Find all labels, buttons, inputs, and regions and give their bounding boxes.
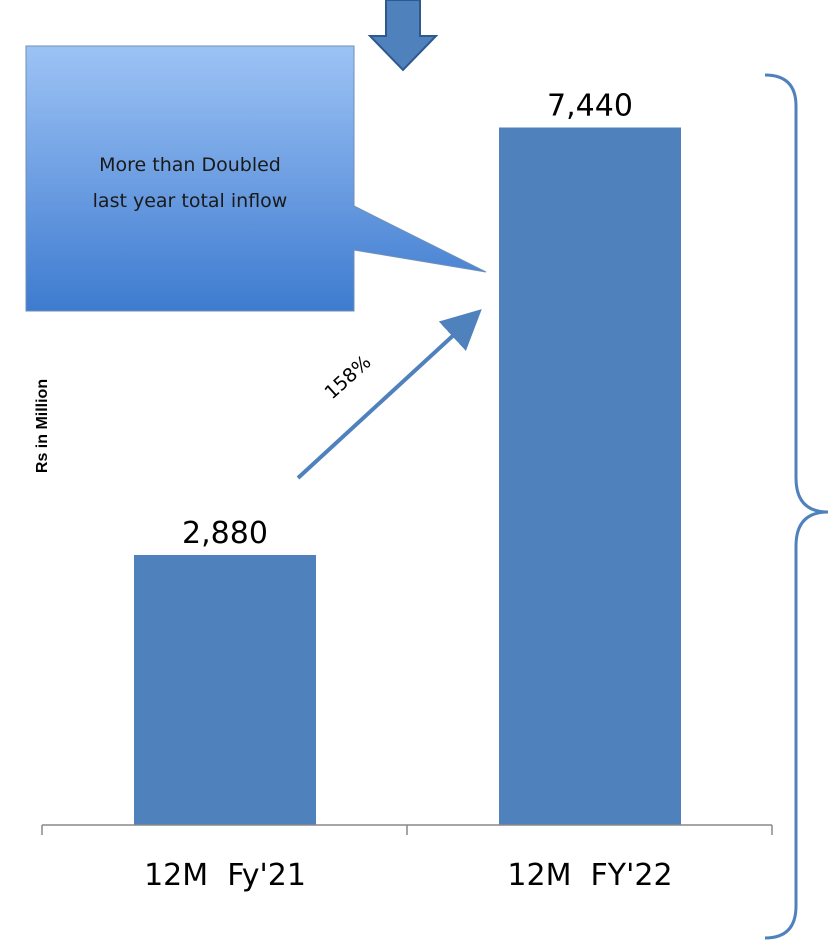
bar-fy22 bbox=[499, 127, 681, 825]
callout: More than Doubled last year total inflow bbox=[25, 45, 487, 312]
callout-text-line1: More than Doubled bbox=[99, 154, 281, 176]
bar-fy21 bbox=[134, 555, 316, 825]
down-arrow-icon bbox=[367, 0, 439, 72]
y-axis-label: Rs in Million bbox=[34, 379, 51, 473]
right-brace bbox=[764, 73, 829, 940]
callout-shape bbox=[25, 45, 487, 312]
x-tick-label-fy21: 12M Fy'21 bbox=[144, 858, 306, 893]
bar-value-label-fy22: 7,440 bbox=[547, 89, 633, 124]
callout-text-line2: last year total inflow bbox=[93, 190, 288, 212]
bars bbox=[134, 127, 681, 825]
bar-value-label-fy21: 2,880 bbox=[182, 516, 268, 551]
growth-percentage-label: 158% bbox=[320, 351, 375, 404]
x-tick-label-fy22: 12M FY'22 bbox=[507, 858, 672, 893]
growth-arrow bbox=[296, 309, 482, 480]
x-axis bbox=[41, 824, 773, 835]
